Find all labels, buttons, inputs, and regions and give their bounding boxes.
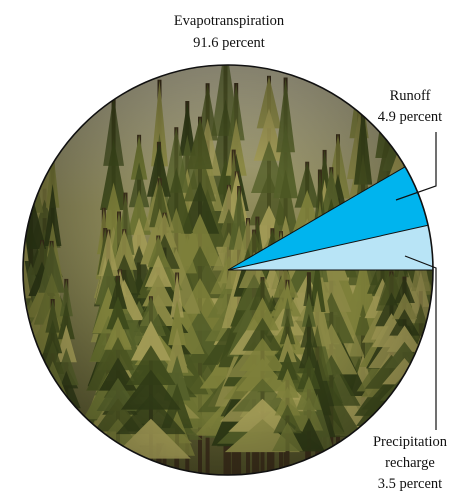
tree-foliage: [23, 386, 40, 430]
tree-foliage: [23, 389, 72, 424]
value-runoff: 4.9 percent: [378, 109, 442, 125]
label-precipitation-line1: Precipitation: [373, 434, 448, 450]
slice-edge-2: [227, 166, 406, 271]
tree-foliage: [48, 416, 85, 455]
value-precipitation: 3.5 percent: [378, 476, 442, 492]
tree-foliage: [23, 410, 75, 446]
tree-foliage: [23, 104, 30, 159]
slice-edge-1: [227, 224, 429, 271]
leader-line-precipitation: [404, 255, 437, 430]
label-precipitation-line2: recharge: [385, 455, 435, 471]
tree-foliage: [23, 371, 60, 431]
tree-foliage: [397, 391, 433, 433]
label-runoff: Runoff: [390, 88, 431, 104]
tree-foliage: [23, 413, 43, 457]
tree-foliage: [23, 349, 39, 411]
pie-outline: [22, 64, 434, 476]
tree-foliage: [23, 338, 40, 393]
tree-foliage: [35, 111, 55, 160]
label-evapotranspiration: Evapotranspiration: [174, 13, 285, 29]
tree-foliage: [23, 332, 34, 377]
tree-trunk: [18, 279, 22, 480]
tree-foliage: [23, 117, 41, 177]
tree-foliage: [23, 386, 42, 448]
tree-foliage: [23, 137, 32, 193]
tree-foliage: [23, 371, 42, 426]
tree-foliage: [23, 359, 37, 404]
tree-trunk: [19, 200, 23, 480]
tree-foliage: [34, 402, 71, 436]
value-evapotranspiration: 91.6 percent: [193, 35, 265, 51]
leader-line-runoff: [395, 132, 437, 201]
tree-foliage: [411, 65, 433, 117]
slice-edges: [227, 166, 433, 271]
tree-foliage: [374, 406, 433, 434]
tree-foliage: [32, 423, 74, 457]
slice-runoff: [228, 166, 429, 270]
